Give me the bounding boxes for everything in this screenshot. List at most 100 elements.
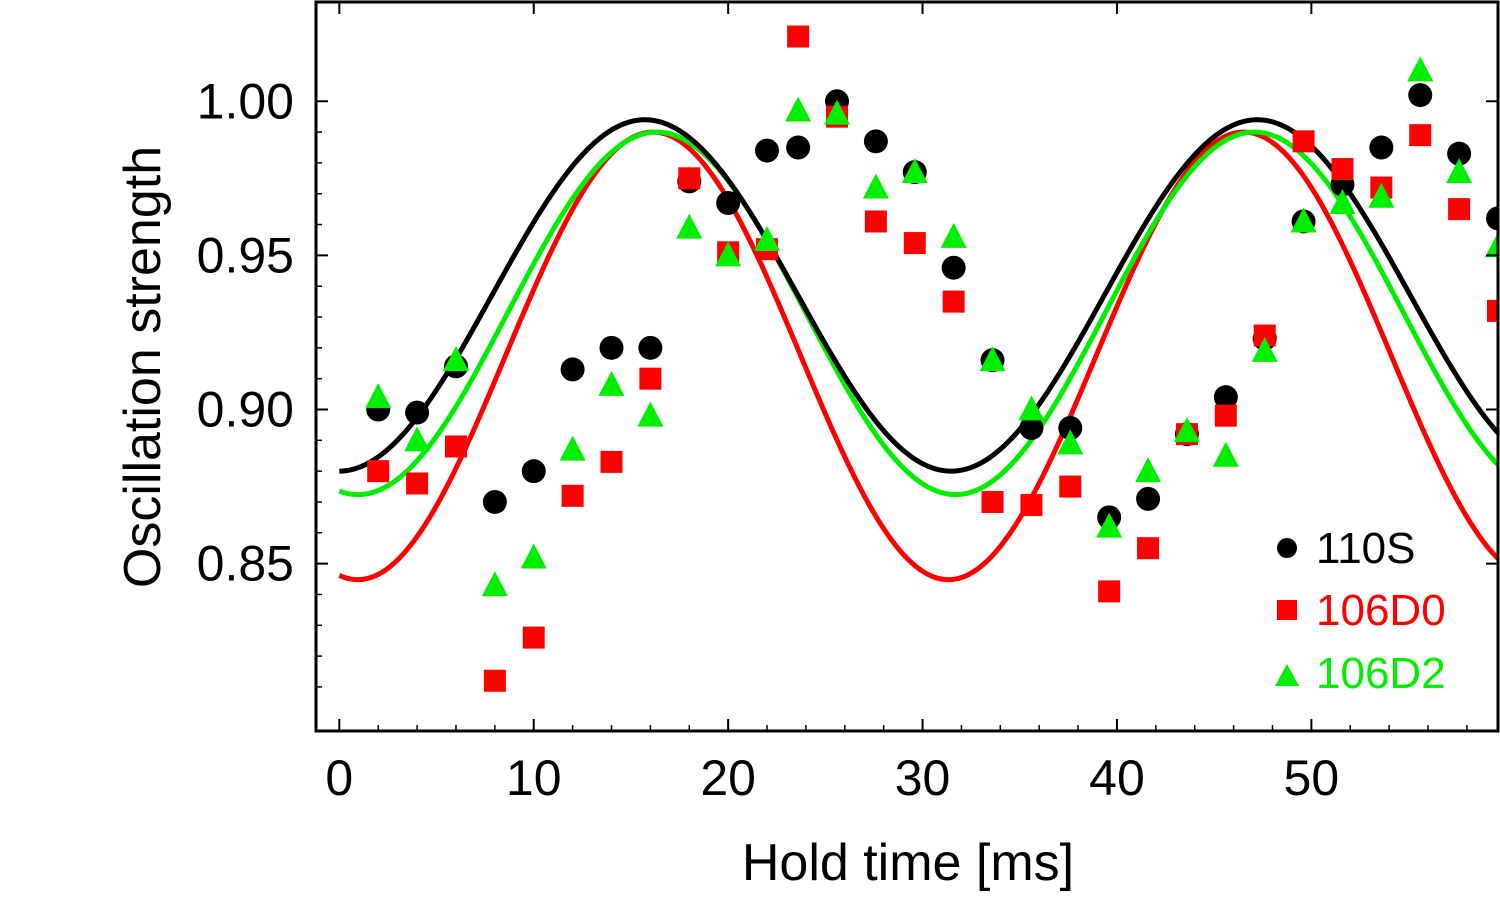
point-106D0-28 <box>1448 198 1471 221</box>
point-106D0-19 <box>1098 580 1121 603</box>
point-110S-22 <box>1213 385 1238 410</box>
point-106D0-4 <box>522 626 545 649</box>
point-106D0-5 <box>561 484 584 507</box>
point-106D0-14 <box>903 232 926 255</box>
point-110S-26 <box>1369 135 1394 160</box>
x-tick-label: 40 <box>1089 750 1145 806</box>
point-106D2-24 <box>1290 207 1317 233</box>
point-110S-7 <box>638 335 663 360</box>
point-106D2-4 <box>520 543 547 569</box>
point-106D0-27 <box>1409 124 1432 147</box>
point-106D0-16 <box>981 490 1004 513</box>
x-tick-label: 30 <box>895 750 951 806</box>
point-106D2-15 <box>940 222 967 248</box>
point-106D0-17 <box>1020 494 1043 517</box>
point-106D2-6 <box>598 370 625 396</box>
point-106D2-1 <box>404 426 431 452</box>
point-106D0-1 <box>406 472 429 495</box>
point-106D2-19 <box>1096 512 1123 538</box>
x-tick-label: 20 <box>700 750 756 806</box>
point-110S-6 <box>599 335 624 360</box>
legend: 110S 106D0 106D2 <box>1275 524 1446 698</box>
x-tick-label: 50 <box>1284 750 1340 806</box>
point-110S-15 <box>941 255 966 280</box>
point-106D2-28 <box>1446 158 1473 184</box>
point-106D2-12 <box>824 99 851 125</box>
point-106D2-20 <box>1135 457 1162 483</box>
legend-marker-110S <box>1277 538 1297 558</box>
point-110S-4 <box>521 459 546 484</box>
plot-frame <box>314 0 1500 733</box>
point-110S-20 <box>1136 486 1161 511</box>
point-106D2-27 <box>1407 56 1434 82</box>
point-110S-10 <box>755 138 780 163</box>
x-tick-label: 10 <box>506 750 562 806</box>
point-106D2-0 <box>365 383 392 409</box>
point-110S-28 <box>1447 141 1472 166</box>
y-axis-title: Oscillation strength <box>114 146 172 588</box>
fit-curve-106D0 <box>338 129 1498 583</box>
point-106D0-11 <box>787 25 810 48</box>
point-110S-17 <box>1019 415 1044 440</box>
point-110S-3 <box>482 489 507 514</box>
point-106D0-23 <box>1253 324 1276 347</box>
data-markers <box>365 25 1498 692</box>
point-106D2-13 <box>862 173 889 199</box>
point-106D0-15 <box>942 290 965 313</box>
point-106D0-6 <box>600 450 623 473</box>
point-110S-9 <box>716 190 741 215</box>
point-106D2-25 <box>1329 188 1356 214</box>
point-106D0-7 <box>639 367 662 390</box>
legend-marker-106D2 <box>1275 664 1299 686</box>
point-106D2-5 <box>559 435 586 461</box>
point-106D2-10 <box>754 225 781 251</box>
axes: 0 10 20 30 40 50 0.85 0.90 0.95 1.00 <box>197 0 1500 806</box>
point-106D0-25 <box>1331 158 1354 181</box>
point-106D2-26 <box>1368 182 1395 208</box>
fit-curve-106D2 <box>338 129 1498 498</box>
x-axis-title: Hold time [ms] <box>742 834 1074 892</box>
point-106D0-29 <box>1487 299 1498 322</box>
point-110S-13 <box>863 129 888 154</box>
point-106D0-2 <box>444 435 467 458</box>
point-106D2-3 <box>481 571 508 597</box>
point-106D2-11 <box>785 96 812 122</box>
y-tick-label: 0.90 <box>197 382 294 438</box>
point-106D2-14 <box>901 158 928 184</box>
point-106D2-7 <box>637 401 664 427</box>
point-110S-27 <box>1408 83 1433 108</box>
fit-curves <box>338 117 1498 583</box>
point-110S-11 <box>786 135 811 160</box>
point-106D2-22 <box>1212 441 1239 467</box>
point-110S-29 <box>1486 206 1498 231</box>
point-110S-18 <box>1058 415 1083 440</box>
legend-marker-106D0 <box>1277 600 1297 620</box>
point-106D2-2 <box>442 346 469 372</box>
point-106D2-8 <box>676 213 703 239</box>
point-106D0-8 <box>678 167 701 190</box>
legend-label-110S: 110S <box>1316 524 1416 573</box>
point-106D2-21 <box>1173 417 1200 443</box>
y-tick-label: 0.95 <box>197 227 294 283</box>
point-110S-1 <box>405 400 430 425</box>
point-106D2-29 <box>1485 232 1498 258</box>
point-106D0-0 <box>367 460 390 483</box>
point-106D2-17 <box>1018 395 1045 421</box>
point-106D0-20 <box>1137 537 1160 560</box>
point-106D2-16 <box>979 346 1006 372</box>
point-106D0-24 <box>1292 130 1315 153</box>
point-106D0-13 <box>864 210 887 233</box>
point-110S-5 <box>560 357 585 382</box>
y-tick-label: 1.00 <box>197 73 294 129</box>
point-106D0-18 <box>1059 475 1082 498</box>
point-106D2-23 <box>1251 336 1278 362</box>
legend-label-106D2: 106D2 <box>1316 649 1446 698</box>
y-tick-label: 0.85 <box>197 536 294 592</box>
point-106D0-22 <box>1214 404 1237 427</box>
point-106D2-18 <box>1057 429 1084 455</box>
x-tick-label: 0 <box>325 750 353 806</box>
point-106D2-9 <box>715 241 742 267</box>
point-106D0-3 <box>483 669 506 692</box>
legend-label-106D0: 106D0 <box>1316 586 1446 635</box>
